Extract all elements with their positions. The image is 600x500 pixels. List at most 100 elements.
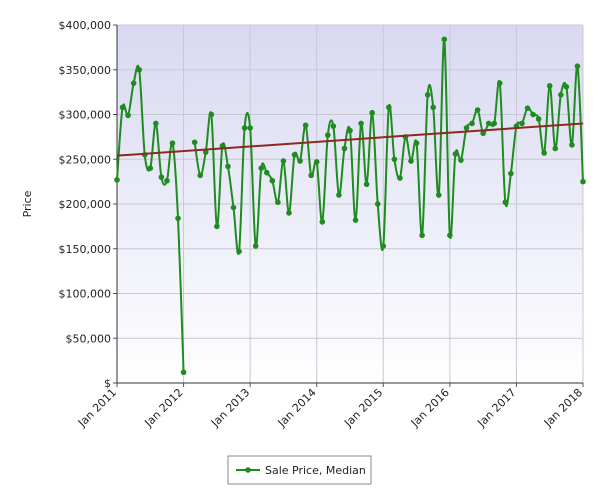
data-point[interactable] bbox=[408, 158, 414, 164]
data-point[interactable] bbox=[485, 120, 492, 127]
data-point[interactable] bbox=[325, 132, 331, 138]
data-point[interactable] bbox=[308, 172, 314, 179]
data-point[interactable] bbox=[258, 165, 265, 171]
x-tick-label: Jan 2014 bbox=[275, 386, 319, 430]
data-point[interactable] bbox=[569, 142, 575, 148]
data-point[interactable] bbox=[558, 92, 564, 98]
data-point[interactable] bbox=[563, 83, 570, 90]
data-point[interactable] bbox=[291, 151, 298, 158]
data-point[interactable] bbox=[535, 116, 542, 122]
data-point[interactable] bbox=[219, 143, 226, 149]
data-point[interactable] bbox=[252, 243, 259, 249]
data-point[interactable] bbox=[463, 125, 470, 131]
data-point[interactable] bbox=[530, 111, 536, 118]
data-point[interactable] bbox=[230, 204, 237, 211]
data-point[interactable] bbox=[447, 232, 453, 239]
data-point[interactable] bbox=[236, 248, 242, 255]
y-tick-label: $350,000 bbox=[59, 64, 112, 77]
data-point[interactable] bbox=[286, 210, 292, 216]
data-point[interactable] bbox=[524, 105, 531, 112]
data-point[interactable] bbox=[363, 181, 370, 188]
data-point[interactable] bbox=[330, 123, 337, 129]
data-point[interactable] bbox=[491, 120, 498, 127]
data-point[interactable] bbox=[352, 217, 359, 223]
legend: Sale Price, Median bbox=[227, 455, 372, 485]
data-point[interactable] bbox=[297, 158, 303, 164]
data-point[interactable] bbox=[552, 145, 559, 152]
data-point[interactable] bbox=[347, 127, 353, 134]
data-point[interactable] bbox=[496, 80, 503, 86]
data-point[interactable] bbox=[130, 80, 137, 86]
data-point[interactable] bbox=[435, 192, 442, 198]
data-point[interactable] bbox=[430, 104, 437, 111]
data-point[interactable] bbox=[197, 172, 204, 179]
data-point[interactable] bbox=[336, 192, 342, 198]
data-point[interactable] bbox=[275, 199, 281, 206]
data-point[interactable] bbox=[269, 177, 276, 184]
data-point[interactable] bbox=[191, 139, 198, 146]
x-tick-label: Jan 2015 bbox=[341, 386, 385, 430]
series-layer bbox=[114, 36, 586, 376]
data-point[interactable] bbox=[391, 156, 398, 163]
data-point[interactable] bbox=[169, 140, 176, 146]
data-point[interactable] bbox=[580, 178, 586, 185]
y-tick-label: $100,000 bbox=[59, 288, 112, 301]
data-point[interactable] bbox=[241, 125, 248, 131]
data-point[interactable] bbox=[164, 177, 170, 184]
data-point[interactable] bbox=[153, 120, 159, 127]
data-point[interactable] bbox=[374, 201, 381, 207]
data-point[interactable] bbox=[546, 83, 553, 89]
data-point[interactable] bbox=[313, 159, 320, 165]
y-tick-label: $ bbox=[104, 377, 111, 390]
data-point[interactable] bbox=[125, 112, 131, 119]
data-point[interactable] bbox=[424, 92, 431, 98]
data-point[interactable] bbox=[341, 145, 348, 152]
x-tick-label: Jan 2018 bbox=[541, 386, 585, 430]
data-point[interactable] bbox=[502, 199, 509, 206]
data-point[interactable] bbox=[452, 151, 459, 157]
data-point[interactable] bbox=[441, 36, 448, 43]
y-tick-label: $50,000 bbox=[66, 332, 112, 345]
data-point[interactable] bbox=[541, 150, 547, 156]
data-point[interactable] bbox=[214, 223, 220, 230]
data-point[interactable] bbox=[386, 104, 392, 111]
y-tick-label: $400,000 bbox=[59, 19, 112, 32]
data-point[interactable] bbox=[508, 170, 514, 177]
data-point[interactable] bbox=[369, 109, 375, 116]
data-point[interactable] bbox=[519, 120, 525, 127]
data-point[interactable] bbox=[458, 157, 464, 163]
data-point[interactable] bbox=[247, 125, 253, 131]
data-point[interactable] bbox=[263, 169, 270, 176]
x-tick-label: Jan 2013 bbox=[208, 386, 252, 430]
data-point[interactable] bbox=[158, 174, 165, 180]
data-point[interactable] bbox=[469, 120, 475, 127]
data-point[interactable] bbox=[419, 232, 425, 239]
y-tick-label: $150,000 bbox=[59, 243, 112, 256]
y-tick-label: $250,000 bbox=[59, 153, 112, 166]
data-point[interactable] bbox=[480, 130, 486, 137]
data-point[interactable] bbox=[136, 66, 142, 73]
y-tick-label: $200,000 bbox=[59, 198, 112, 211]
data-point[interactable] bbox=[180, 369, 187, 376]
data-point[interactable] bbox=[358, 120, 364, 127]
data-point[interactable] bbox=[202, 149, 209, 155]
data-point[interactable] bbox=[380, 243, 387, 249]
data-point[interactable] bbox=[280, 158, 287, 164]
data-point[interactable] bbox=[208, 111, 215, 118]
data-point[interactable] bbox=[319, 219, 326, 225]
data-point[interactable] bbox=[175, 215, 181, 222]
y-axis-title: Price bbox=[21, 190, 34, 217]
data-point[interactable] bbox=[225, 163, 231, 170]
data-point[interactable] bbox=[413, 140, 420, 146]
data-point[interactable] bbox=[397, 175, 403, 181]
data-point[interactable] bbox=[147, 165, 154, 171]
data-point[interactable] bbox=[114, 177, 120, 183]
data-point[interactable] bbox=[119, 104, 126, 111]
data-point[interactable] bbox=[474, 107, 481, 113]
data-point[interactable] bbox=[574, 63, 581, 69]
x-tick-label: Jan 2011 bbox=[75, 386, 119, 430]
x-tick-label: Jan 2012 bbox=[142, 386, 186, 430]
data-point[interactable] bbox=[302, 122, 309, 129]
